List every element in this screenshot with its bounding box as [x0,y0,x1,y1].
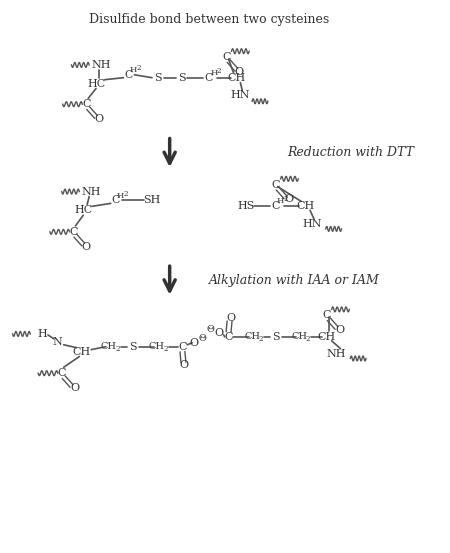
Text: CH: CH [227,72,246,83]
Text: O: O [70,383,79,393]
Text: CH: CH [291,332,307,341]
Text: S: S [130,342,137,352]
Text: O: O [335,325,344,335]
Text: O: O [189,338,199,348]
Text: HN: HN [302,219,322,229]
Text: C: C [69,227,78,237]
Text: NH: NH [81,186,101,196]
Text: CH: CH [101,342,117,351]
Text: C: C [58,368,66,378]
Text: O: O [94,114,104,124]
Text: 2: 2 [123,190,128,197]
Text: O: O [235,67,244,77]
Text: H: H [37,329,47,339]
Text: 2: 2 [283,195,288,204]
Text: 2: 2 [136,64,140,72]
Text: N: N [53,337,63,347]
Text: NH: NH [327,348,346,358]
Text: Θ: Θ [207,325,215,333]
Text: HC: HC [87,79,105,88]
Text: 2: 2 [306,335,310,343]
Text: C: C [205,72,213,83]
Text: C: C [222,52,231,62]
Text: C: C [271,180,280,190]
Text: C: C [178,342,187,352]
Text: NH: NH [91,60,111,70]
Text: HN: HN [230,90,250,101]
Text: O: O [81,242,91,252]
Text: CH: CH [149,342,165,351]
Text: CH: CH [296,201,314,211]
Text: H: H [117,191,124,200]
Text: Disulfide bond between two cysteines: Disulfide bond between two cysteines [89,13,329,27]
Text: O: O [284,195,293,205]
Text: C: C [112,195,120,205]
Text: HS: HS [238,201,255,211]
Text: S: S [272,332,279,342]
Text: Alkylation with IAA or IAM: Alkylation with IAA or IAM [209,274,380,288]
Text: Reduction with DTT: Reduction with DTT [288,146,414,159]
Text: 2: 2 [115,345,120,353]
Text: C: C [82,99,90,109]
Text: S: S [154,72,162,83]
Text: C: C [124,70,133,80]
Text: HC: HC [74,205,92,215]
Text: O: O [214,328,223,338]
Text: C: C [323,310,331,320]
Text: H: H [210,69,217,77]
Text: CH: CH [244,332,260,341]
Text: C: C [224,332,233,342]
Text: C: C [271,201,280,211]
Text: Θ: Θ [198,335,206,343]
Text: 2: 2 [216,67,221,75]
Text: H: H [277,197,284,205]
Text: O: O [226,313,235,323]
Text: CH: CH [72,347,90,357]
Text: 2: 2 [259,335,263,343]
Text: 2: 2 [163,345,168,353]
Text: O: O [180,361,189,371]
Text: H: H [130,66,137,74]
Text: S: S [178,72,185,83]
Text: SH: SH [143,195,161,205]
Text: CH: CH [318,332,336,342]
